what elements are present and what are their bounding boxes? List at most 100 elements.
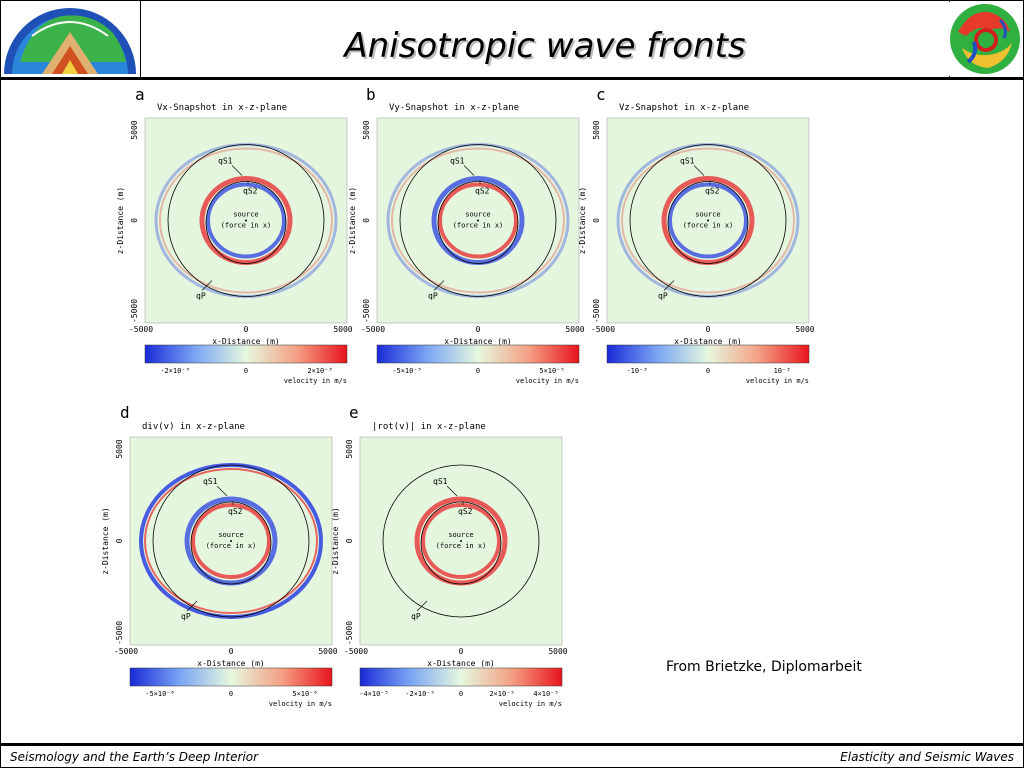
- y-tick-mid: 0: [592, 218, 601, 223]
- x-tick-mid: 0: [229, 647, 234, 656]
- qp-label: qP: [181, 612, 191, 621]
- qp-arrow: [201, 280, 213, 291]
- wave-ring: [144, 468, 318, 614]
- qs1-arrow: [216, 485, 228, 497]
- y-tick-top: 5000: [115, 439, 124, 458]
- header-divider: [0, 77, 1024, 80]
- colorbar: [129, 667, 333, 687]
- x-tick-right: 5000: [565, 325, 584, 334]
- qp-label: qP: [658, 292, 668, 301]
- y-tick-mid: 0: [115, 538, 124, 543]
- panel-letter: c: [596, 85, 606, 104]
- x-tick-left: -5000: [361, 325, 385, 334]
- y-tick-mid: 0: [130, 218, 139, 223]
- panel-e: e |rot(v)| in x-z-plane qS1 qS2 source (force…: [331, 403, 568, 708]
- colorbar: [359, 667, 563, 687]
- colorbar-tick-mid-right: 2×10⁻⁵: [489, 690, 514, 698]
- x-tick-left: -5000: [114, 647, 138, 656]
- source-point: [477, 219, 479, 222]
- qs1-label: qS1: [218, 157, 233, 166]
- x-tick-mid: 0: [459, 647, 464, 656]
- qp-arrow: [663, 280, 675, 291]
- colorbar-tick-left: -5×10⁻⁶: [145, 690, 175, 698]
- qp-wavefront: [167, 144, 325, 297]
- source-label: source: [695, 211, 720, 219]
- qp-wavefront: [629, 144, 787, 297]
- panel-a: a Vx-Snapshot in x-z-plane qS1 qS2 source (fo…: [116, 85, 353, 385]
- wave-ring: [431, 176, 525, 265]
- wave-ring: [159, 147, 333, 294]
- y-tick-top: 5000: [130, 120, 139, 139]
- qp-arrow: [186, 600, 198, 612]
- panel-label: Vy-Snapshot in x-z-plane: [389, 103, 519, 113]
- footer-divider: [0, 743, 1024, 746]
- wave-front-figure: a Vx-Snapshot in x-z-plane qS1 qS2 source (fo…: [101, 85, 815, 708]
- colorbar-tick-left: -5×10⁻⁵: [392, 367, 422, 375]
- x-axis-label: x-Distance (m): [212, 337, 279, 346]
- qs2-label: qS2: [475, 187, 490, 196]
- colorbar-tick-left: -10⁻³: [626, 367, 647, 375]
- qs1-arrow: [446, 485, 458, 497]
- colorbar-unit: velocity in m/s: [746, 377, 809, 385]
- qs1-label: qS1: [203, 477, 218, 486]
- panel-label: Vx-Snapshot in x-z-plane: [157, 103, 287, 113]
- y-tick-bottom: -5000: [115, 621, 124, 645]
- mantle-globe-logo: [948, 2, 1022, 76]
- qs1-arrow: [231, 165, 243, 176]
- panel-c: c Vz-Snapshot in x-z-plane qS1 qS2 source (fo…: [578, 85, 815, 385]
- y-axis-label: z-Distance (m): [331, 507, 340, 574]
- panel-letter: a: [135, 85, 145, 104]
- qs2-label: qS2: [705, 187, 720, 196]
- footer-lecture-title: Elasticity and Seismic Waves: [840, 750, 1014, 764]
- x-tick-right: 5000: [318, 647, 337, 656]
- colorbar-tick-zero: 0: [229, 690, 233, 698]
- wave-ring: [621, 147, 795, 294]
- x-tick-left: -5000: [591, 325, 615, 334]
- colorbar-tick-right: 10⁻³: [774, 367, 791, 375]
- qs1-label: qS1: [680, 157, 695, 166]
- source-point: [230, 540, 232, 542]
- colorbar-tick-right: 4×10⁻⁵: [533, 690, 558, 698]
- qs1-arrow: [693, 165, 705, 176]
- force-label: (force in x): [221, 222, 272, 230]
- qs-wavefront: [437, 181, 519, 264]
- footer-course-title: Seismology and the Earth’s Deep Interior: [10, 750, 258, 764]
- x-axis-label: x-Distance (m): [197, 659, 264, 668]
- wave-ring: [661, 176, 755, 265]
- wave-ring: [391, 147, 565, 294]
- qs-wavefront: [667, 181, 749, 264]
- panel-d: d div(v) in x-z-plane qS1 qS2 source (force i…: [101, 403, 338, 708]
- qp-wavefront: [382, 464, 540, 618]
- earth-cutaway-logo: [2, 2, 138, 76]
- x-tick-mid: 0: [244, 325, 249, 334]
- credit-text: From Brietzke, Diplomarbeit: [666, 659, 862, 675]
- panel-label: div(v) in x-z-plane: [142, 422, 245, 432]
- x-tick-left: -5000: [344, 647, 368, 656]
- source-label: source: [233, 211, 258, 219]
- y-axis-label: z-Distance (m): [116, 187, 125, 254]
- x-tick-mid: 0: [476, 325, 481, 334]
- colorbar-unit: velocity in m/s: [284, 377, 347, 385]
- force-label: (force in x): [436, 542, 487, 550]
- wave-ring: [199, 176, 293, 265]
- colorbar-unit: velocity in m/s: [269, 700, 332, 708]
- x-tick-mid: 0: [706, 325, 711, 334]
- qp-wavefront: [152, 464, 310, 618]
- wave-ring: [206, 182, 286, 259]
- colorbar: [606, 344, 810, 364]
- qs1-arrow: [463, 165, 475, 176]
- x-tick-left: -5000: [129, 325, 153, 334]
- panel-label: |rot(v)| in x-z-plane: [372, 422, 486, 432]
- force-label: (force in x): [206, 542, 257, 550]
- qs-wavefront: [190, 501, 272, 585]
- qs2-label: qS2: [458, 507, 473, 516]
- colorbar-tick-zero: 0: [476, 367, 480, 375]
- wave-ring: [438, 182, 518, 259]
- wave-ring: [668, 182, 748, 259]
- qp-arrow: [416, 600, 428, 612]
- y-tick-top: 5000: [362, 120, 371, 139]
- x-tick-right: 5000: [333, 325, 352, 334]
- x-axis-label: x-Distance (m): [427, 659, 494, 668]
- y-axis-label: z-Distance (m): [101, 507, 110, 574]
- source-point: [460, 540, 462, 542]
